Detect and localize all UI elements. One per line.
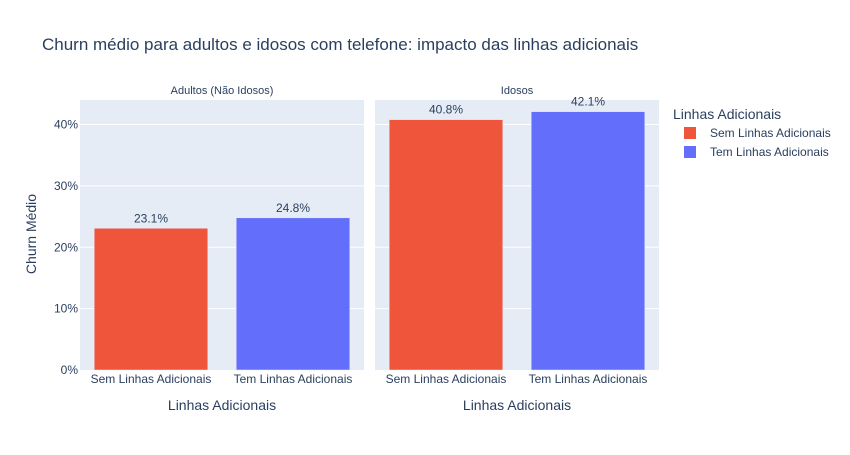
y-tick-label: 20%: [54, 240, 78, 254]
bar[interactable]: [388, 119, 504, 371]
y-tick-label: 0%: [61, 363, 79, 377]
bar[interactable]: [93, 228, 209, 371]
x-tick-label: Sem Linhas Adicionais: [91, 372, 212, 386]
panel-2: Idosos 40.8% Sem Linhas Adicionais 42.1% Tem…: [375, 85, 659, 413]
y-tick-label: 10%: [54, 302, 78, 316]
y-axis-title: Churn Médio: [23, 194, 39, 274]
y-tick-label: 30%: [54, 179, 78, 193]
x-axis-title: Linhas Adicionais: [168, 397, 276, 413]
legend-swatch: [684, 127, 696, 139]
x-tick-label: Sem Linhas Adicionais: [386, 372, 507, 386]
panel-1: Adultos (Não Idosos) 23.1% Sem Linhas Adic…: [80, 85, 364, 413]
x-tick-label: Tem Linhas Adicionais: [234, 372, 353, 386]
panel-title: Idosos: [501, 85, 534, 97]
legend-item[interactable]: Tem Linhas Adicionais: [684, 145, 829, 159]
chart-title: Churn médio para adultos e idosos com te…: [42, 35, 638, 54]
panels: Adultos (Não Idosos) 23.1% Sem Linhas Adic…: [54, 85, 659, 413]
x-axis-title: Linhas Adicionais: [463, 397, 571, 413]
data-label: 23.1%: [134, 211, 168, 225]
legend-swatch: [684, 146, 696, 158]
data-label: 42.1%: [571, 95, 605, 109]
legend-item[interactable]: Sem Linhas Adicionais: [684, 126, 831, 140]
y-tick-label: 40%: [54, 118, 78, 132]
x-tick-label: Tem Linhas Adicionais: [529, 372, 648, 386]
data-label: 40.8%: [429, 103, 463, 117]
bar[interactable]: [235, 217, 351, 371]
panel-title: Adultos (Não Idosos): [171, 85, 274, 97]
legend-label: Sem Linhas Adicionais: [710, 126, 831, 140]
legend-title: Linhas Adicionais: [673, 106, 781, 122]
bar[interactable]: [530, 111, 646, 371]
legend-label: Tem Linhas Adicionais: [710, 145, 829, 159]
legend: Linhas Adicionais Sem Linhas Adicionais Te…: [673, 106, 831, 159]
data-label: 24.8%: [276, 201, 310, 215]
